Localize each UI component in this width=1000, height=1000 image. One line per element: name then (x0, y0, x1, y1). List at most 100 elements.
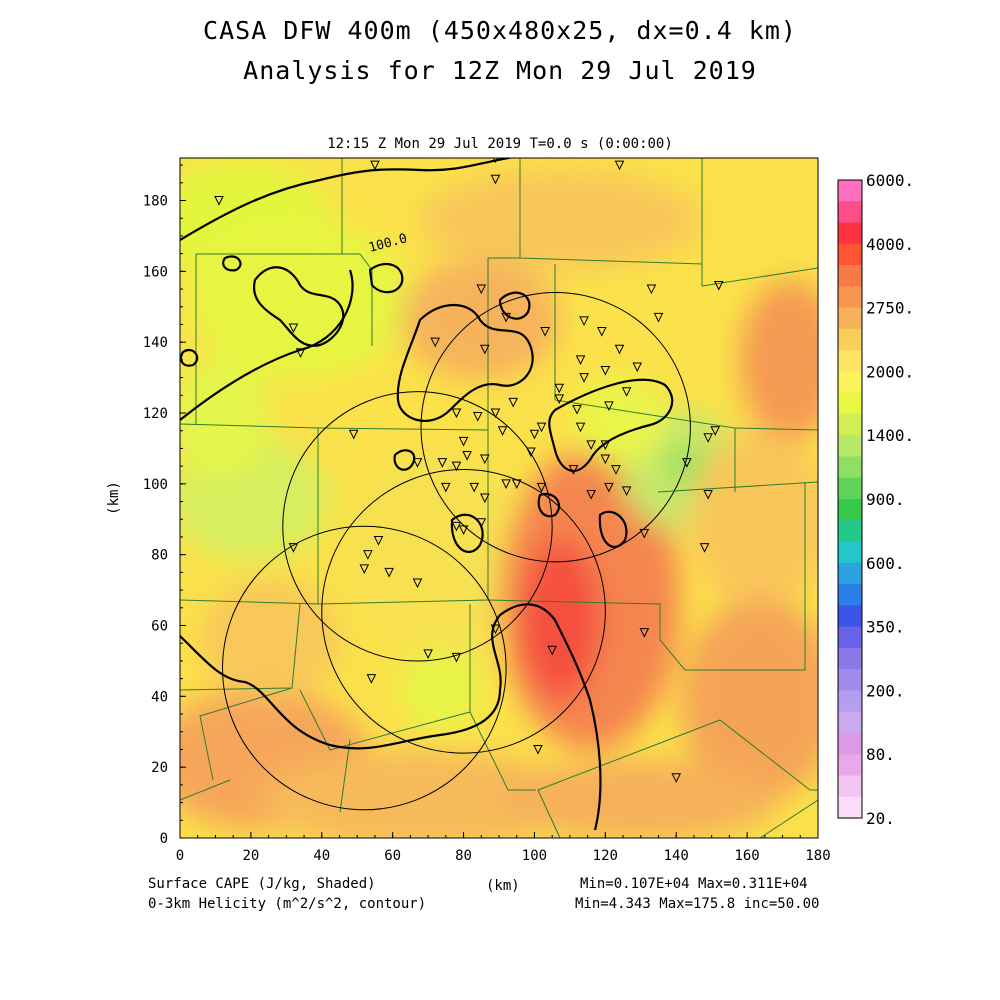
x-tick-label: 80 (455, 848, 472, 864)
station-marker (568, 465, 579, 475)
station-marker (639, 628, 650, 638)
y-axis-label: (km) (106, 481, 122, 515)
station-marker (363, 550, 373, 560)
station-marker (600, 366, 611, 376)
colorbar-label: 900. (866, 490, 905, 509)
station-marker (639, 528, 650, 539)
y-tick-label: 160 (143, 264, 168, 280)
station-marker (540, 327, 550, 337)
station-marker (671, 773, 682, 783)
plot-subtitle: Analysis for 12Z Mon 29 Jul 2019 (243, 56, 757, 85)
colorbar-swatch (838, 754, 862, 776)
station-marker (586, 440, 596, 450)
x-tick-label: 60 (384, 848, 401, 864)
radar-ring (282, 391, 553, 662)
colorbar-label: 6000. (866, 171, 914, 190)
colorbar-swatch (838, 647, 862, 670)
station-marker (611, 465, 621, 475)
station-marker (632, 362, 643, 373)
colorbar-swatch (838, 392, 862, 415)
station-marker (579, 316, 589, 327)
station-markers (214, 158, 724, 783)
station-marker (476, 284, 487, 295)
station-marker (501, 312, 511, 323)
station-marker (501, 479, 511, 489)
colorbar-label: 4000. (866, 235, 914, 254)
y-tick-label: 180 (143, 194, 168, 210)
colorbar-swatch (838, 690, 862, 713)
station-marker (653, 312, 664, 323)
station-marker (476, 518, 487, 528)
colorbar-swatch (838, 307, 862, 330)
station-marker (713, 281, 724, 291)
station-marker (596, 327, 607, 337)
station-marker (451, 408, 462, 419)
station-marker (575, 422, 586, 433)
station-marker (646, 284, 657, 295)
station-marker (621, 387, 632, 397)
station-marker (295, 348, 306, 358)
x-axis: 0 20 40 60 80 100 120 140 160 180 (176, 832, 831, 864)
colorbar-swatch (838, 222, 862, 245)
station-marker (572, 404, 582, 415)
station-marker (490, 408, 501, 419)
station-marker (508, 397, 518, 408)
station-marker (600, 454, 611, 465)
station-marker (480, 344, 490, 355)
station-marker (458, 436, 469, 447)
colorbar-label: 20. (866, 809, 895, 828)
station-marker (451, 521, 462, 532)
footer-cape-label: Surface CAPE (J/kg, Shaded) (148, 876, 376, 892)
colorbar-label: 600. (866, 554, 905, 573)
station-marker (536, 482, 547, 493)
colorbar-swatch (838, 605, 862, 628)
station-marker (533, 744, 543, 755)
colorbar-swatch (838, 371, 862, 394)
station-marker (604, 482, 614, 493)
colorbar-swatch (838, 562, 862, 585)
station-marker (451, 461, 462, 472)
x-tick-label: 120 (593, 848, 618, 864)
x-tick-label: 140 (664, 848, 689, 864)
station-marker (575, 355, 586, 365)
station-marker (490, 174, 501, 185)
colorbar-swatch (838, 541, 862, 564)
x-tick-label: 180 (805, 848, 830, 864)
station-marker (710, 426, 721, 436)
radar-rings (222, 291, 691, 811)
colorbar-swatch (838, 201, 862, 224)
colorbar-swatch (838, 520, 862, 543)
radar-ring (420, 291, 691, 563)
station-marker (359, 564, 370, 574)
colorbar-swatch (838, 584, 862, 606)
station-marker (288, 543, 299, 553)
colorbar-swatch (838, 711, 862, 734)
y-axis: 0 20 40 60 80 100 120 140 160 180 (143, 164, 186, 847)
plot-title: CASA DFW 400m (450x480x25, dx=0.4 km) (203, 16, 797, 45)
valid-time-label: 12:15 Z Mon 29 Jul 2019 T=0.0 s (0:00:00… (327, 136, 673, 152)
colorbar-swatch (838, 477, 862, 500)
county-boundaries (180, 158, 818, 838)
y-tick-label: 60 (151, 619, 168, 635)
station-marker (586, 489, 596, 500)
station-marker (451, 652, 462, 663)
station-marker (214, 196, 224, 206)
station-marker (579, 373, 589, 383)
colorbar-label: 350. (866, 618, 905, 637)
station-marker (682, 458, 692, 468)
station-marker (423, 649, 433, 659)
footer-cape-range: Min=0.107E+04 Max=0.311E+04 (580, 876, 808, 892)
station-marker (469, 482, 479, 493)
colorbar-swatch (838, 669, 862, 691)
colorbar-swatch (838, 265, 862, 287)
colorbar-swatch (838, 775, 862, 798)
station-marker (554, 394, 565, 404)
y-tick-label: 20 (151, 760, 168, 776)
x-tick-label: 160 (734, 848, 759, 864)
colorbar-swatch (838, 328, 862, 351)
station-marker (366, 674, 377, 684)
colorbar-swatch (838, 286, 862, 309)
station-marker (373, 536, 384, 546)
station-marker (348, 429, 359, 440)
